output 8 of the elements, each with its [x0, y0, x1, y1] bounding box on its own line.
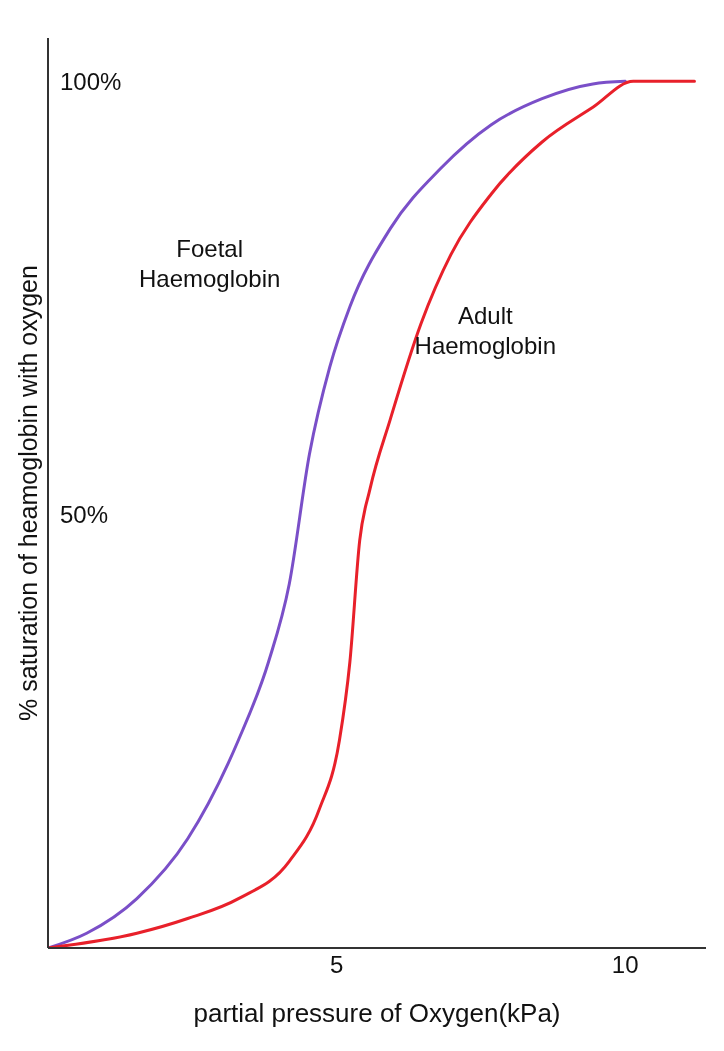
x-tick-label: 5	[329, 951, 344, 979]
y-axis-title: % saturation of heamoglobin with oxygen	[13, 265, 42, 721]
y-tick-label: 100%	[60, 67, 122, 95]
series-label: Adult Haemoglobin	[414, 302, 556, 360]
x-tick-label: 10	[611, 951, 639, 979]
text: Foetal Haemoglobin	[138, 235, 281, 293]
x-axis-title: partial pressure of Oxygen(kPa)	[193, 998, 561, 1028]
y-tick-label: 50%	[60, 501, 109, 529]
